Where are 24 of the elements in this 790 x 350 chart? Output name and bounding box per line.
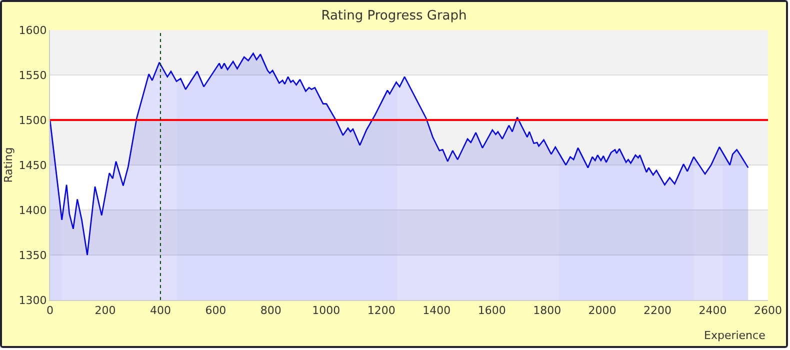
x-tick-label: 2400 [698, 304, 727, 318]
y-tick-label: 1500 [18, 114, 47, 127]
x-tick-label: 1600 [478, 304, 506, 318]
y-axis-title: Rating [2, 147, 15, 183]
y-tick-label: 1300 [18, 294, 47, 307]
x-tick-label: 1800 [533, 304, 562, 318]
x-tick-label: 2600 [754, 304, 782, 318]
x-tick-label: 2000 [588, 304, 616, 318]
x-tick-label: 1400 [422, 304, 451, 318]
y-tick-label: 1600 [18, 24, 47, 37]
y-tick-label: 1550 [18, 68, 47, 82]
x-tick-label: 800 [260, 304, 282, 318]
x-tick-label: 200 [94, 304, 116, 318]
x-tick-label: 0 [46, 304, 54, 318]
x-tick-label: 400 [150, 304, 171, 318]
x-tick-label: 2200 [644, 304, 672, 318]
x-tick-label: 1000 [312, 304, 340, 318]
x-axis-title: Experience [704, 329, 766, 342]
x-tick-label: 600 [205, 304, 226, 318]
chart-title: Rating Progress Graph [321, 8, 467, 24]
y-tick-label: 1450 [18, 158, 47, 172]
y-tick-label: 1400 [18, 204, 47, 217]
y-tick-label: 1350 [18, 248, 47, 262]
x-tick-label: 1200 [367, 304, 396, 318]
